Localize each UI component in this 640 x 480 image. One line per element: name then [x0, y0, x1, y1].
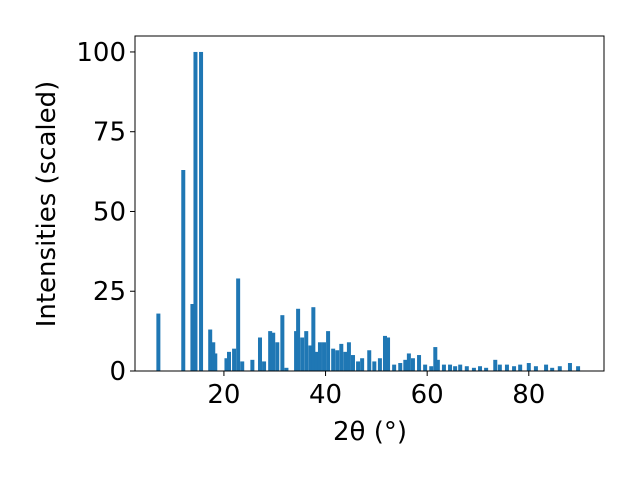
bar — [284, 367, 289, 371]
bar — [240, 361, 245, 371]
bar — [322, 342, 327, 371]
bar — [199, 51, 204, 371]
bar — [190, 304, 195, 371]
bar — [392, 364, 397, 371]
bar — [346, 342, 351, 371]
y-tick-label: 75 — [93, 118, 126, 148]
bar — [326, 331, 331, 371]
bar — [156, 313, 161, 371]
x-tick-label: 20 — [207, 380, 240, 410]
bar — [497, 364, 502, 371]
bar — [423, 364, 428, 371]
x-axis-label: 2θ (°) — [333, 417, 407, 447]
bar — [526, 363, 531, 371]
bar — [464, 366, 469, 371]
bar — [275, 342, 280, 371]
bar — [300, 337, 305, 371]
bar — [484, 367, 489, 371]
y-tick-label: 100 — [76, 38, 126, 68]
bar — [304, 331, 309, 371]
bar — [314, 351, 319, 371]
bar — [478, 366, 483, 371]
bar — [453, 366, 458, 371]
bar — [367, 350, 372, 371]
bar — [448, 364, 453, 371]
bar — [504, 364, 509, 371]
bar — [518, 364, 523, 371]
bar — [441, 364, 446, 371]
bar — [471, 367, 476, 371]
bar — [271, 332, 276, 371]
bar — [232, 348, 237, 371]
bar — [458, 364, 463, 371]
bar — [382, 335, 387, 371]
bar — [335, 350, 340, 371]
bar — [257, 337, 262, 371]
bar — [557, 366, 562, 371]
x-tick-label: 40 — [309, 380, 342, 410]
bar — [213, 353, 218, 371]
bar — [403, 359, 408, 371]
bar — [360, 358, 365, 371]
bar — [417, 355, 422, 371]
bar — [550, 367, 555, 371]
bar — [317, 342, 322, 371]
plot-frame — [134, 35, 605, 372]
y-tick-label: 50 — [93, 197, 126, 227]
bar — [377, 358, 382, 371]
bar — [343, 351, 348, 371]
bar — [268, 331, 273, 371]
bar — [236, 278, 241, 371]
bar — [224, 358, 229, 371]
x-tick-label: 80 — [512, 380, 545, 410]
bar — [512, 366, 517, 371]
bar — [350, 355, 355, 371]
bar — [493, 359, 498, 371]
bar — [227, 351, 232, 371]
bar — [181, 170, 186, 371]
bar — [331, 348, 336, 371]
bar — [250, 359, 255, 371]
bar — [262, 361, 267, 371]
bar — [308, 345, 313, 371]
bar — [567, 363, 572, 371]
x-tick-label: 60 — [411, 380, 444, 410]
y-tick-label: 0 — [109, 357, 126, 387]
bar — [294, 331, 299, 371]
y-tick-label: 25 — [93, 277, 126, 307]
bar — [193, 51, 198, 371]
bar — [435, 359, 440, 371]
bar — [576, 366, 581, 371]
bar — [386, 337, 391, 371]
bar — [433, 347, 438, 371]
bar — [410, 358, 415, 371]
bar — [406, 353, 411, 371]
bar — [280, 315, 285, 371]
bar — [311, 307, 316, 371]
bar — [339, 343, 344, 371]
bar — [533, 366, 538, 371]
bar — [372, 361, 377, 371]
bar — [398, 363, 403, 371]
bar — [356, 361, 361, 371]
bar — [211, 342, 216, 371]
y-axis-label: Intensities (scaled) — [32, 81, 62, 328]
bar — [208, 329, 213, 371]
bar — [296, 308, 301, 371]
bar — [429, 366, 434, 371]
bar — [544, 364, 549, 371]
